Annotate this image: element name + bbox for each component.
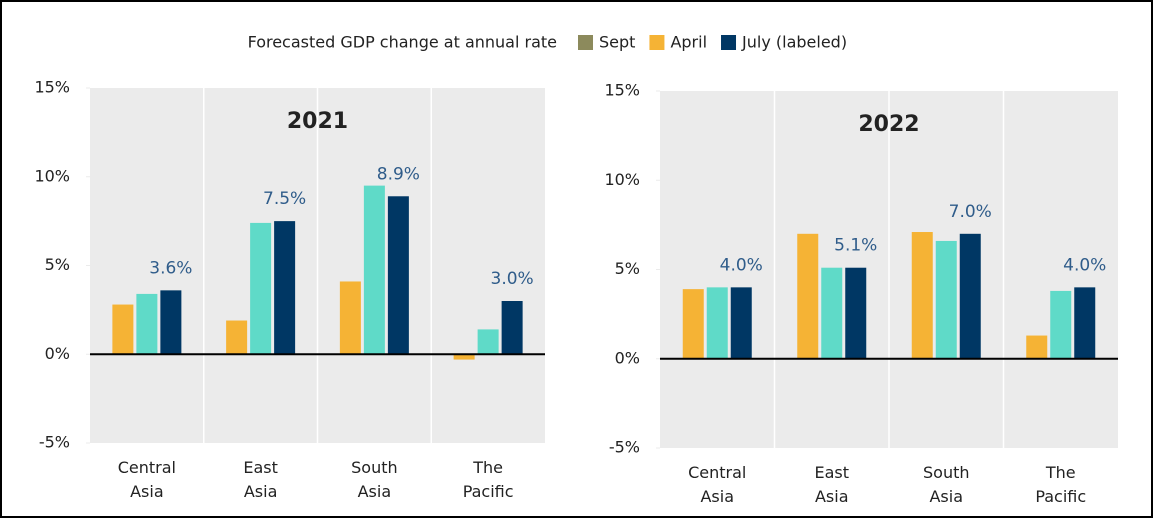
x-tick-line: The — [1045, 463, 1076, 482]
value-label: 8.9% — [377, 164, 420, 184]
x-tick-label: The Pacific — [1035, 463, 1086, 506]
y-tick-label: -5% — [609, 438, 640, 457]
bar — [1026, 335, 1048, 359]
bar — [501, 301, 523, 355]
value-label: 3.0% — [491, 269, 534, 289]
chart-title: 2021 — [287, 109, 348, 134]
y-tick-label: -5% — [39, 433, 70, 452]
bar — [845, 267, 867, 359]
bar — [1074, 287, 1096, 359]
value-label: 3.6% — [149, 258, 192, 278]
x-tick-line: The — [472, 458, 503, 477]
x-tick-line: Asia — [130, 482, 164, 501]
y-tick-label: 0% — [615, 348, 640, 367]
value-label: 7.5% — [263, 189, 306, 209]
bar — [797, 233, 819, 359]
bar — [226, 320, 248, 355]
bar — [453, 354, 475, 360]
x-tick-line: South — [923, 463, 970, 482]
chart-title: 2022 — [858, 112, 919, 137]
x-tick-label: South Asia — [923, 463, 970, 506]
y-tick-label: 15% — [34, 78, 70, 97]
x-tick-line: South — [351, 458, 398, 477]
x-tick-label: East Asia — [243, 458, 278, 501]
x-tick-label: Central Asia — [118, 458, 176, 501]
bar — [935, 240, 957, 359]
legend-swatch — [649, 35, 665, 50]
bar — [363, 185, 385, 355]
x-tick-label: The Pacific — [463, 458, 514, 501]
bar — [706, 287, 728, 359]
x-tick-label: South Asia — [351, 458, 398, 501]
x-tick-line: Central — [118, 458, 176, 477]
x-tick-label: East Asia — [814, 463, 849, 506]
bar — [730, 287, 752, 359]
bar — [112, 304, 134, 355]
bar — [477, 329, 499, 355]
legend-label: July (labeled) — [741, 33, 847, 52]
legend-swatch — [721, 35, 737, 50]
x-tick-line: Asia — [358, 482, 392, 501]
x-tick-line: Asia — [929, 487, 963, 506]
x-tick-line: Pacific — [1035, 487, 1086, 506]
x-tick-line: Asia — [244, 482, 278, 501]
value-label: 4.0% — [720, 255, 763, 275]
x-tick-line: Pacific — [463, 482, 514, 501]
y-tick-label: 5% — [615, 259, 640, 278]
bar — [959, 233, 981, 359]
y-tick-label: 5% — [45, 255, 70, 274]
y-tick-label: 15% — [604, 81, 640, 100]
bar — [339, 281, 361, 355]
value-label: 4.0% — [1063, 255, 1106, 275]
y-tick-label: 0% — [45, 344, 70, 363]
bar — [387, 196, 409, 355]
bar — [1050, 290, 1072, 359]
bar — [911, 232, 933, 359]
bar — [250, 222, 272, 355]
x-tick-line: Asia — [815, 487, 849, 506]
legend-label: Sept — [599, 33, 635, 52]
x-tick-line: East — [814, 463, 849, 482]
value-label: 7.0% — [949, 202, 992, 222]
legend-title: Forecasted GDP change at annual rate — [248, 33, 557, 52]
bar — [136, 293, 158, 355]
bar — [821, 267, 843, 359]
y-tick-label: 10% — [604, 170, 640, 189]
x-tick-line: East — [243, 458, 278, 477]
x-tick-label: Central Asia — [688, 463, 746, 506]
x-tick-line: Central — [688, 463, 746, 482]
y-tick-label: 10% — [34, 166, 70, 185]
legend-label: April — [670, 33, 707, 52]
legend-swatch — [578, 35, 593, 50]
x-tick-line: Asia — [700, 487, 734, 506]
bar — [682, 289, 704, 359]
bar — [160, 290, 182, 355]
bar — [274, 221, 296, 355]
value-label: 5.1% — [834, 236, 877, 256]
